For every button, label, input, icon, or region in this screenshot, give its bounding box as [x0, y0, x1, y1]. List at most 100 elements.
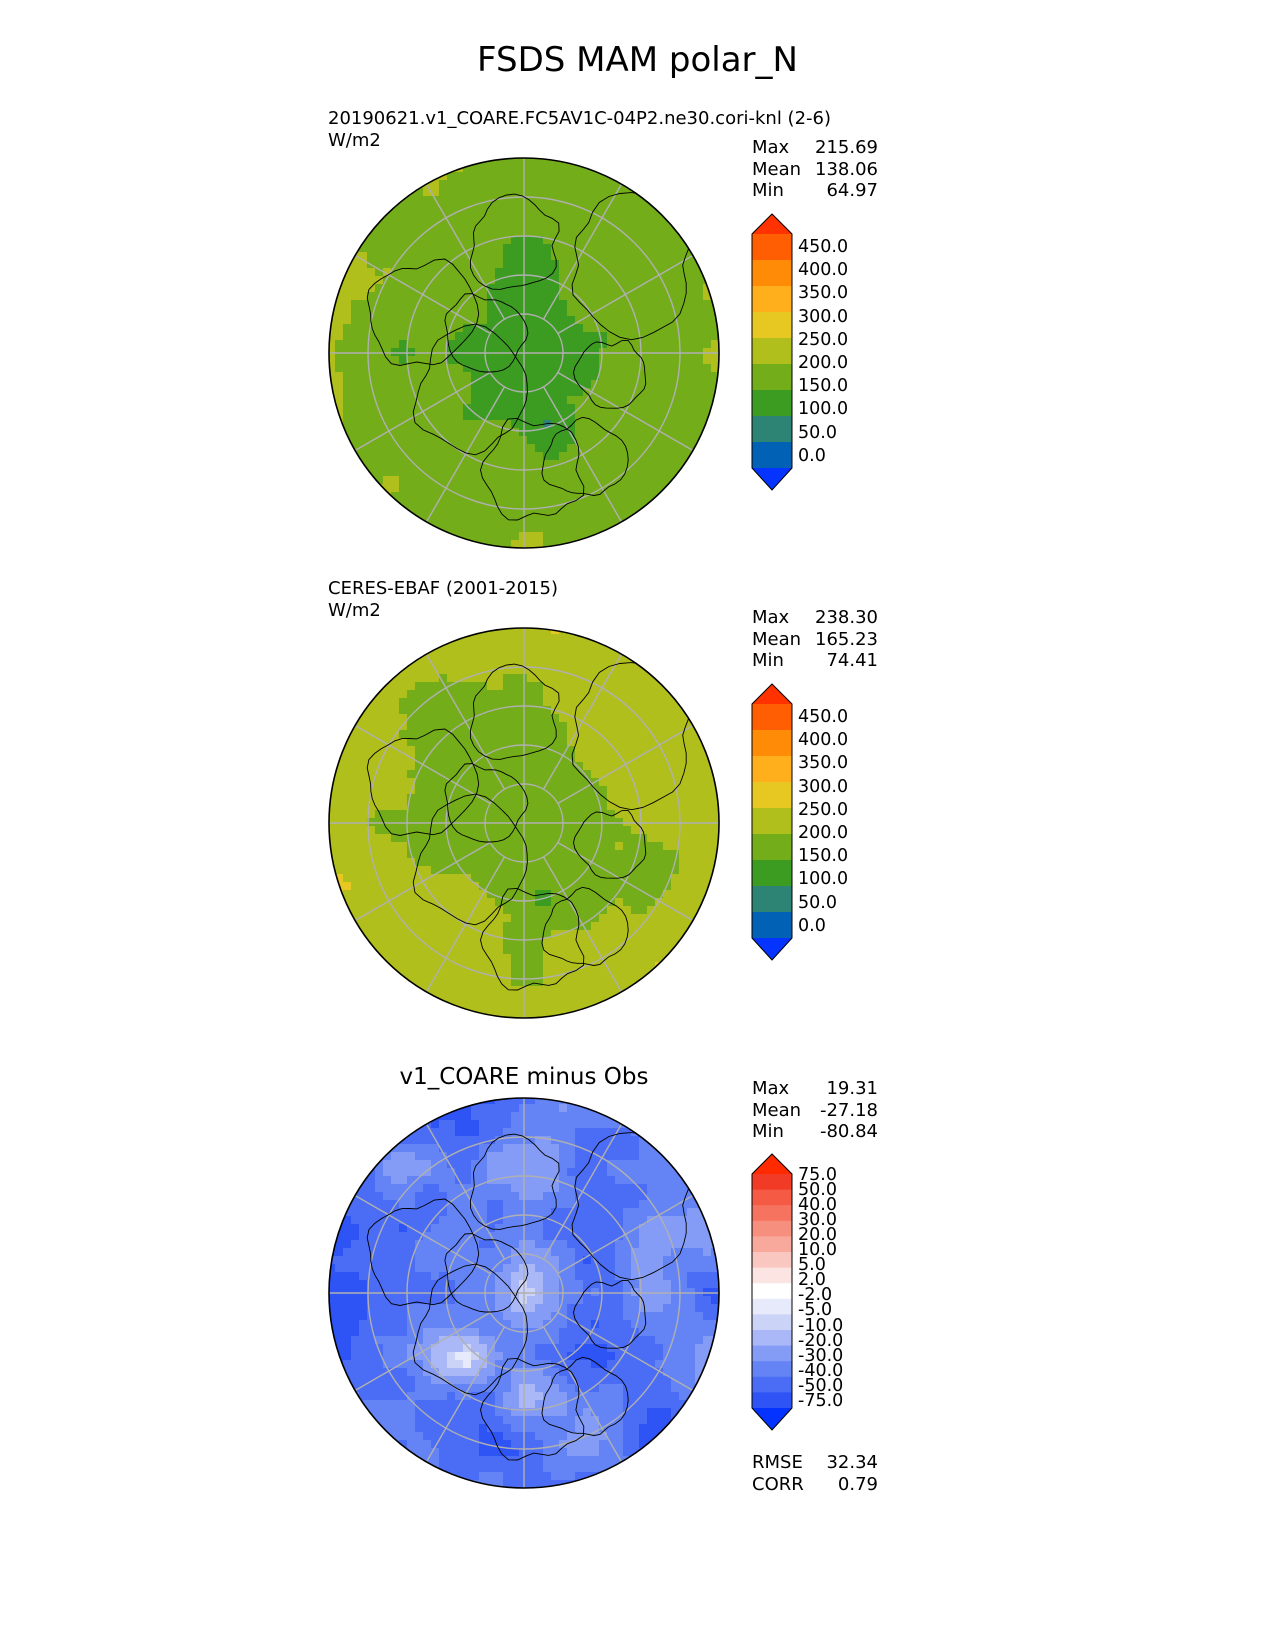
field-cell: [495, 260, 504, 269]
field-cell: [479, 484, 488, 493]
field-cell: [335, 356, 344, 365]
field-cell: [623, 508, 632, 517]
graticule: [329, 628, 719, 1018]
field-cell: [663, 922, 672, 931]
field-cell: [679, 452, 688, 461]
field-cell: [567, 1232, 576, 1241]
field-cell: [535, 316, 544, 325]
field-cell: [615, 204, 624, 213]
field-cell: [703, 810, 712, 819]
field-cell: [455, 300, 464, 309]
field-cell: [567, 906, 576, 915]
field-cell: [391, 810, 400, 819]
field-cell: [615, 332, 624, 341]
field-cell: [679, 922, 688, 931]
field-cell: [687, 404, 696, 413]
field-cell: [711, 348, 719, 357]
field-cell: [583, 762, 592, 771]
field-cell: [471, 1216, 480, 1225]
field-cell: [383, 714, 392, 723]
field-cell: [439, 452, 448, 461]
field-cell: [447, 1136, 456, 1145]
field-cell: [607, 1120, 616, 1129]
field-cell: [479, 1120, 488, 1129]
field-cell: [431, 890, 440, 899]
field-cell: [495, 308, 504, 317]
panel1-colorbar: [751, 213, 793, 491]
field-cell: [487, 276, 496, 285]
field-cell: [535, 284, 544, 293]
field-cell: [423, 388, 432, 397]
field-cell: [527, 986, 536, 995]
field-cell: [431, 826, 440, 835]
field-cell: [655, 436, 664, 445]
field-cell: [399, 476, 408, 485]
field-cell: [375, 1200, 384, 1209]
field-cell: [431, 476, 440, 485]
field-cell: [471, 1200, 480, 1209]
field-cell: [329, 826, 336, 835]
field-cell: [631, 1240, 640, 1249]
field-cell: [415, 858, 424, 867]
field-cell: [423, 706, 432, 715]
field-cell: [399, 826, 408, 835]
field-cell: [383, 1160, 392, 1169]
field-cell: [679, 372, 688, 381]
field-cell: [607, 722, 616, 731]
field-cell: [631, 874, 640, 883]
field-cell: [543, 1112, 552, 1121]
field-cell: [423, 372, 432, 381]
field-cell: [551, 970, 560, 979]
field-cell: [639, 1136, 648, 1145]
field-cell: [615, 228, 624, 237]
field-cell: [495, 890, 504, 899]
field-cell: [623, 738, 632, 747]
field-cell: [399, 236, 408, 245]
field-cell: [543, 292, 552, 301]
field-cell: [551, 1120, 560, 1129]
field-cell: [423, 674, 432, 683]
field-cell: [479, 468, 488, 477]
field-cell: [543, 1120, 552, 1129]
field-cell: [471, 452, 480, 461]
field-cell: [511, 866, 520, 875]
field-cell: [367, 404, 376, 413]
field-cell: [623, 212, 632, 221]
field-cell: [671, 228, 680, 237]
field-cell: [671, 890, 680, 899]
field-cell: [559, 674, 568, 683]
field-cell: [679, 690, 688, 699]
field-cell: [495, 954, 504, 963]
field-cell: [471, 252, 480, 261]
field-cell: [503, 476, 512, 485]
field-cell: [431, 986, 440, 995]
field-cell: [711, 786, 719, 795]
field-cell: [495, 962, 504, 971]
field-cell: [639, 388, 648, 397]
field-cell: [687, 292, 696, 301]
field-cell: [375, 882, 384, 891]
panel1-colorbar-swatch: [752, 234, 792, 261]
field-cell: [415, 380, 424, 389]
field-cell: [487, 300, 496, 309]
field-cell: [415, 1208, 424, 1217]
field-cell: [599, 276, 608, 285]
field-cell: [519, 212, 528, 221]
field-cell: [543, 1160, 552, 1169]
field-cell: [519, 930, 528, 939]
field-cell: [559, 1144, 568, 1153]
field-cell: [687, 324, 696, 333]
field-cell: [383, 1208, 392, 1217]
field-cell: [551, 978, 560, 987]
field-cell: [383, 260, 392, 269]
field-cell: [631, 1136, 640, 1145]
field-cell: [447, 276, 456, 285]
field-cell: [703, 778, 712, 787]
field-cell: [631, 500, 640, 509]
field-cell: [519, 292, 528, 301]
field-cell: [647, 332, 656, 341]
field-cell: [431, 260, 440, 269]
field-cell: [471, 1248, 480, 1257]
field-cell: [591, 1176, 600, 1185]
field-cell: [367, 300, 376, 309]
